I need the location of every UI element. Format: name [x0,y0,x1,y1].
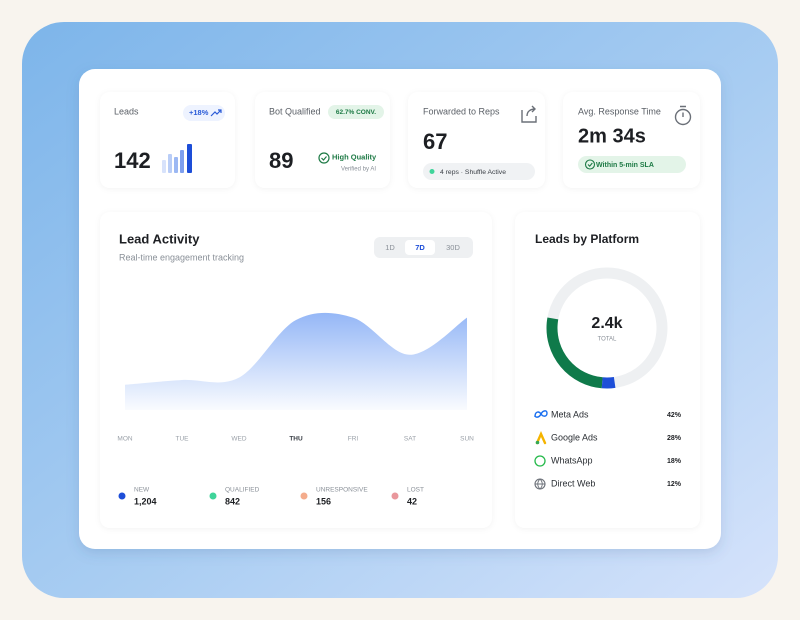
meta-icon [534,410,548,418]
x-tick-label: TUE [176,436,190,443]
summary: NEW 1,204 QUALIFIED 842 UNRESPONSIVE 156 LOST 4… [118,487,424,506]
x-tick-label: WED [231,436,246,443]
area [125,312,467,410]
badge-text: +18% [189,108,209,117]
platform-share: 28% [667,435,682,442]
donut-segment [546,267,668,389]
summary-label: LOST [407,487,424,494]
mini-bars [162,144,192,173]
badge-text: 62.7% CONV. [336,109,376,116]
stat-label: Avg. Response Time [578,106,661,116]
google-ads-dot [535,440,540,445]
summary-label: QUALIFIED [225,487,260,494]
trend-icon [210,109,222,117]
summary-label: NEW [134,487,150,494]
platform-share: 18% [667,458,682,465]
badge [328,105,384,119]
x-tick-label: THU [289,436,303,443]
timer-icon [674,108,692,126]
platform-title: Leads by Platform [535,232,639,246]
platform-share: 12% [667,481,682,488]
donut-total: 2.4k [591,315,622,332]
range-option: 1D [385,243,395,252]
summary-value: 156 [316,496,331,506]
summary-dot [391,492,399,500]
check-icon [318,152,330,164]
summary-dot [118,492,126,500]
range-option: 30D [446,243,460,252]
globe-lines [535,478,545,490]
x-tick-label: MON [117,436,132,443]
pill-text: 4 reps · Shuffle Active [440,169,506,176]
platform-name: Meta Ads [551,409,589,419]
x-tick-label: SUN [460,436,474,443]
stat-value: 2m 34s [578,125,646,147]
summary-label: UNRESPONSIVE [316,487,368,494]
check-mark [321,156,327,161]
status: High Quality [332,152,377,161]
google-ads-icon [535,431,547,445]
platform-name: Google Ads [551,432,598,442]
summary-dot [300,492,308,500]
whatsapp-icon [534,455,546,467]
check-mark [587,162,593,168]
check-icon [584,159,596,170]
stat-value: 89 [269,148,293,173]
chart-subtitle: Real-time engagement tracking [119,252,244,262]
chart-layer: 1D 7D 30D MON TUE WED THU FRI SAT SUN [117,240,474,443]
share-icon [521,105,537,123]
range-selected [405,240,435,255]
stat-label: Bot Qualified [269,106,321,116]
timer-hand [680,105,686,117]
stat-label: Forwarded to Reps [423,106,500,116]
platform-name: WhatsApp [551,455,593,465]
note: Verified by AI [341,167,376,173]
range-option: 7D [415,243,425,252]
x-tick-label: FRI [348,436,359,443]
summary-value: 1,204 [134,496,157,506]
chart-title: Lead Activity [119,231,200,246]
summary-dot [209,492,217,500]
status-dot [429,169,435,174]
platform-list: Meta Ads 42% Google Ads 28% WhatsApp 18% Direc… [551,409,682,488]
summary-value: 42 [407,496,417,506]
stat-value: 67 [423,129,447,154]
badge [183,105,225,121]
pill [578,156,686,173]
pill-text: Within 5-min SLA [596,162,654,169]
platform-name: Direct Web [551,478,595,488]
platform-share: 42% [667,412,682,419]
stat-label: Leads [114,106,139,116]
stat-value: 142 [114,148,151,173]
summary-value: 842 [225,496,240,506]
x-tick-label: SAT [404,436,416,443]
donut-label: TOTAL [598,337,617,343]
pill [423,163,535,180]
